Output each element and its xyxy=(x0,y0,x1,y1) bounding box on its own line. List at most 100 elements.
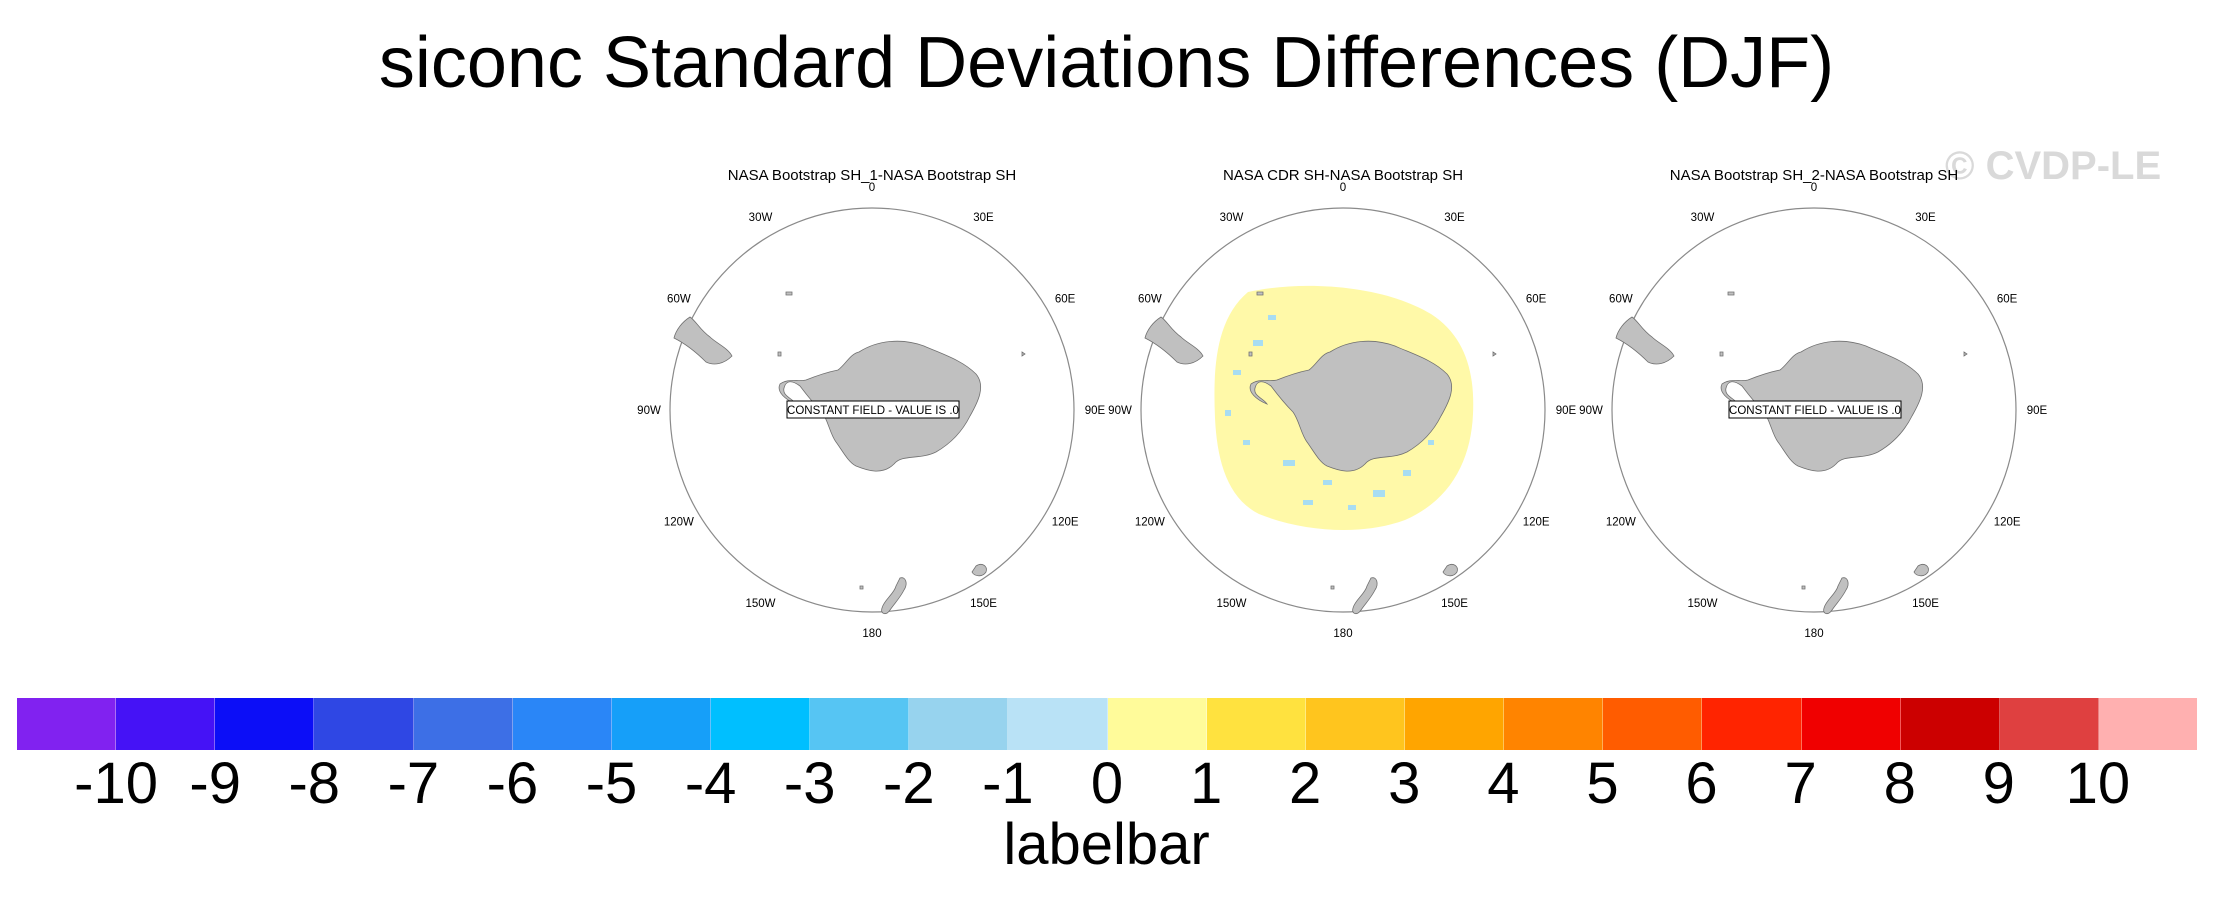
longitude-label: 0 xyxy=(1340,182,1346,194)
longitude-label: 150E xyxy=(970,598,997,610)
labelbar-tick-label: 1 xyxy=(1189,751,1223,816)
labelbar-swatch xyxy=(909,698,1009,750)
labelbar-tick-label: 0 xyxy=(1090,751,1124,816)
longitude-label: 120E xyxy=(1052,517,1079,529)
labelbar-swatch xyxy=(710,698,811,750)
longitude-label: 60W xyxy=(1138,294,1162,306)
labelbar-swatch xyxy=(116,698,216,750)
longitude-label: 60E xyxy=(1055,294,1076,306)
labelbar-tick-label: -4 xyxy=(684,751,737,816)
longitude-label: 60W xyxy=(1609,294,1633,306)
labelbar-swatch xyxy=(17,698,117,750)
constant-field-box xyxy=(1728,400,1902,419)
labelbar-swatch xyxy=(1603,698,1703,750)
labelbar-swatch xyxy=(2098,698,2198,750)
longitude-label: 30E xyxy=(1915,212,1936,224)
longitude-label: 90E xyxy=(2027,405,2048,417)
labelbar-tick-label: -3 xyxy=(783,751,836,816)
labelbar-tick-label: 2 xyxy=(1289,751,1322,816)
labelbar xyxy=(17,698,2198,750)
longitude-label: 180 xyxy=(1804,628,1823,640)
labelbar-swatch xyxy=(810,698,910,750)
labelbar-swatch xyxy=(1999,698,2099,750)
longitude-label: 60E xyxy=(1997,294,2018,306)
longitude-label: 30W xyxy=(1220,212,1244,224)
map-boundary xyxy=(1140,207,1546,613)
labelbar-tick-label: 3 xyxy=(1388,751,1421,816)
labelbar-tick-label: -9 xyxy=(189,751,241,816)
longitude-label: 150W xyxy=(1216,598,1246,610)
longitude-label: 60W xyxy=(667,294,691,306)
figure-title: siconc Standard Deviations Differences (… xyxy=(378,23,1835,103)
longitude-label: 0 xyxy=(869,182,875,194)
labelbar-title: labelbar xyxy=(1003,812,1210,877)
longitude-label: 120W xyxy=(1606,517,1636,529)
map-panel-3: NASA Bootstrap SH_2-NASA Bootstrap SH0 30… xyxy=(1579,167,2047,640)
longitude-label: 120E xyxy=(1523,517,1550,529)
labelbar-tick-label: 10 xyxy=(2065,751,2131,816)
labelbar-swatch xyxy=(1404,698,1505,750)
labelbar-tick-label: -7 xyxy=(387,751,440,816)
longitude-label: 120W xyxy=(664,517,694,529)
labelbar-ticks: -10 -9 -8 -7 -6 -5 -4 -3 -2 -1 0 1 2 3 4 5 6 7 8 9 10 xyxy=(0,750,2213,820)
labelbar-swatch xyxy=(1702,698,1802,750)
longitude-label: 150E xyxy=(1441,598,1468,610)
longitude-label: 150W xyxy=(1687,598,1717,610)
longitude-label: 90E xyxy=(1556,405,1577,417)
labelbar-swatch xyxy=(1801,698,1901,750)
labelbar-tick-label: -1 xyxy=(982,751,1034,816)
constant-field-label: CONSTANT FIELD - VALUE IS .0 xyxy=(1729,405,1901,417)
longitude-label: 90E xyxy=(1085,405,1106,417)
labelbar-swatch xyxy=(1504,698,1604,750)
labelbar-tick-label: -2 xyxy=(883,751,935,816)
labelbar-tick-label: 4 xyxy=(1487,751,1520,816)
constant-field-box xyxy=(786,400,960,419)
map-panels: NASA Bootstrap SH_1-NASA Bootstrap SH030… xyxy=(637,167,2047,640)
labelbar-tick-label: -10 xyxy=(74,751,158,816)
labelbar-tick-label: -5 xyxy=(585,751,638,816)
labelbar-swatch xyxy=(413,698,513,750)
labelbar-tick-label: 6 xyxy=(1685,751,1718,816)
longitude-label: 90W xyxy=(1108,405,1132,417)
longitude-label: 30W xyxy=(1691,212,1715,224)
map-boundary xyxy=(1611,207,2017,613)
labelbar-swatch xyxy=(1305,698,1405,750)
labelbar-swatch xyxy=(1900,698,2000,750)
labelbar-swatch xyxy=(611,698,711,750)
labelbar-swatch xyxy=(1008,698,1108,750)
panel-title: NASA Bootstrap SH_1-NASA Bootstrap SH xyxy=(728,167,1016,184)
labelbar-tick-label: 9 xyxy=(1982,751,2015,816)
watermark: © CVDP-LE xyxy=(1945,144,2162,188)
labelbar-tick-label: -6 xyxy=(486,751,539,816)
longitude-label: 60E xyxy=(1526,294,1547,306)
labelbar-tick-label: 5 xyxy=(1586,751,1619,816)
longitude-label: 180 xyxy=(862,628,881,640)
longitude-label: 180 xyxy=(1333,628,1352,640)
landmass xyxy=(673,291,1026,615)
longitude-label: 30E xyxy=(973,212,994,224)
panel-title: NASA Bootstrap SH_2-NASA Bootstrap SH xyxy=(1670,167,1958,184)
map-panel-1: NASA Bootstrap SH_1-NASA Bootstrap SH0 30… xyxy=(637,167,1105,640)
labelbar-tick-label: 7 xyxy=(1784,751,1817,816)
map-boundary xyxy=(669,207,1075,613)
map-panel-2: NASA CDR SH-NASA Bootstrap SH0 30E 60E 90E 1… xyxy=(1108,167,1576,640)
longitude-label: 120W xyxy=(1135,517,1165,529)
landmass xyxy=(1615,291,1968,615)
longitude-label: 90W xyxy=(637,405,661,417)
labelbar-tick-label: 8 xyxy=(1883,751,1916,816)
labelbar-swatch xyxy=(314,698,414,750)
labelbar-swatch xyxy=(512,698,612,750)
longitude-label: 30W xyxy=(749,212,773,224)
labelbar-tick-label: -8 xyxy=(288,751,341,816)
labelbar-swatch xyxy=(1107,698,1207,750)
longitude-label: 90W xyxy=(1579,405,1603,417)
longitude-label: 30E xyxy=(1444,212,1465,224)
labelbar-swatch xyxy=(1206,698,1306,750)
longitude-label: 0 xyxy=(1811,182,1817,194)
labelbar-swatch xyxy=(215,698,315,750)
longitude-label: 150W xyxy=(745,598,775,610)
panel-title: NASA CDR SH-NASA Bootstrap SH xyxy=(1223,167,1463,184)
constant-field-label: CONSTANT FIELD - VALUE IS .0 xyxy=(787,405,959,417)
longitude-label: 120E xyxy=(1994,517,2021,529)
longitude-label: 150E xyxy=(1912,598,1939,610)
